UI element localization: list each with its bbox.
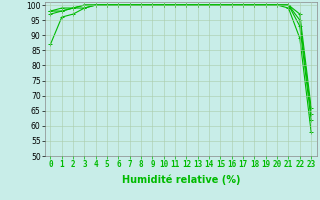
X-axis label: Humidité relative (%): Humidité relative (%) bbox=[122, 175, 240, 185]
